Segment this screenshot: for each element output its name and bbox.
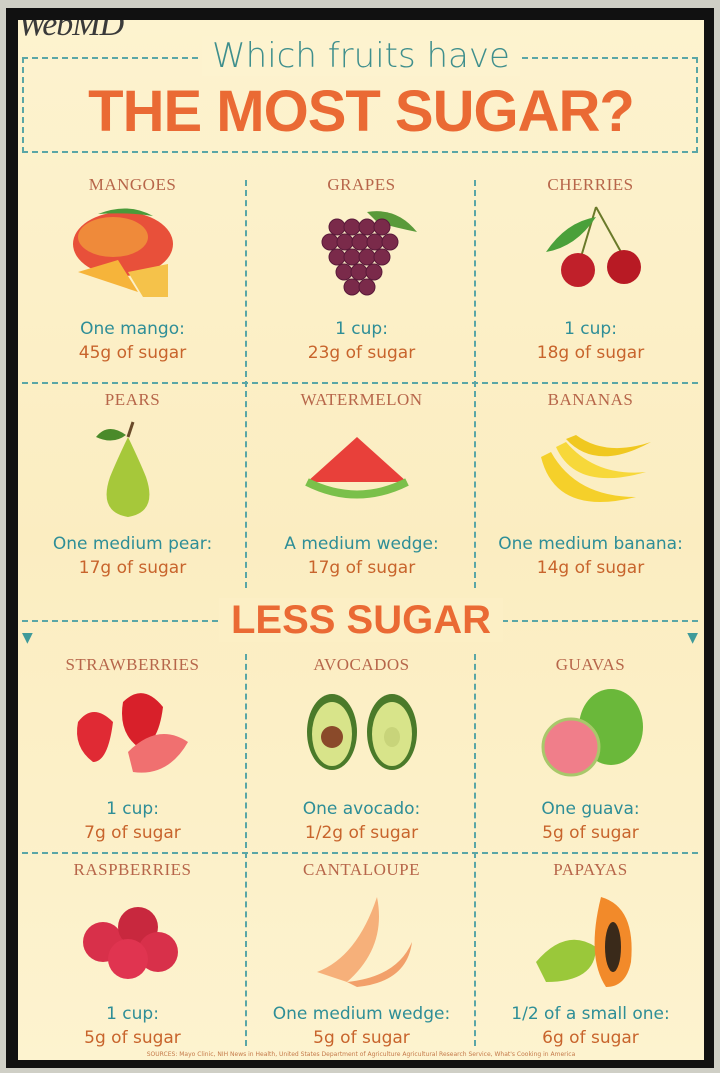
- grapes-icon: [247, 199, 476, 309]
- sugar-amount: 1/2g of sugar: [304, 823, 419, 843]
- column-divider: [245, 654, 247, 1046]
- sugar-amount: 45g of sugar: [78, 343, 187, 363]
- fruit-card-cantaloupe: CANTALOUPE One medium wedge: 5g of sugar: [247, 860, 476, 1048]
- fruit-name: GRAPES: [327, 175, 396, 194]
- fruit-card-raspberries: RASPBERRIES 1 cup: 5g of sugar: [18, 860, 247, 1048]
- fruit-name: GUAVAS: [555, 655, 626, 674]
- serving-size: 1 cup:: [106, 1004, 159, 1024]
- webmd-logo: WebMD: [18, 20, 124, 43]
- fruit-name: STRAWBERRIES: [65, 655, 200, 674]
- page-title: THE MOST SUGAR?: [88, 79, 635, 144]
- raspberries-icon: [18, 884, 247, 994]
- fruit-name: CHERRIES: [547, 175, 634, 194]
- fruit-card-strawberries: STRAWBERRIES 1 cup: 7g of sugar: [18, 655, 247, 843]
- column-divider: [474, 654, 476, 1046]
- column-divider: [245, 180, 247, 588]
- sugar-amount: 7g of sugar: [84, 823, 181, 843]
- cantaloupe-icon: [247, 884, 476, 994]
- mango-icon: [18, 199, 247, 309]
- sugar-amount: 18g of sugar: [536, 343, 645, 363]
- sugar-amount: 5g of sugar: [313, 1028, 410, 1048]
- fruit-name: PAPAYAS: [553, 860, 628, 879]
- row-divider: [22, 852, 698, 854]
- sources: SOURCES: Mayo Clinic, NIH News in Health…: [146, 1051, 576, 1058]
- fruit-name: BANANAS: [547, 390, 634, 409]
- sugar-amount: 17g of sugar: [307, 558, 416, 578]
- serving-size: 1 cup:: [564, 319, 617, 339]
- sugar-amount: 23g of sugar: [307, 343, 416, 363]
- papaya-icon: [476, 884, 704, 994]
- fruit-name: MANGOES: [88, 175, 177, 194]
- serving-size: One medium wedge:: [272, 1004, 451, 1024]
- column-divider: [474, 180, 476, 588]
- pear-icon: [18, 414, 247, 524]
- fruit-card-cherries: CHERRIES 1 cup: 18g of sugar: [476, 175, 704, 363]
- serving-size: 1 cup:: [335, 319, 388, 339]
- fruit-name: CANTALOUPE: [303, 860, 420, 879]
- fruit-card-pears: PEARS One medium pear: 17g of sugar: [18, 390, 247, 578]
- infographic: WebMD Which fruits have THE MOST SUGAR? …: [18, 20, 704, 1060]
- fruit-name: PEARS: [104, 390, 161, 409]
- serving-size: One medium banana:: [498, 534, 683, 554]
- subtitle: Which fruits have: [202, 36, 520, 76]
- sugar-amount: 17g of sugar: [78, 558, 187, 578]
- serving-size: 1/2 of a small one:: [511, 1004, 670, 1024]
- fruit-name: RASPBERRIES: [73, 860, 192, 879]
- row-divider: [22, 382, 698, 384]
- serving-size: One guava:: [541, 799, 640, 819]
- avocado-icon: [247, 679, 476, 789]
- serving-size: One avocado:: [302, 799, 421, 819]
- sugar-amount: 5g of sugar: [542, 823, 639, 843]
- header-border: [22, 57, 698, 153]
- strawberries-icon: [18, 679, 247, 789]
- less-sugar-heading: LESS SUGAR: [218, 598, 504, 642]
- fruit-card-avocados: AVOCADOS One avocado: 1/2g of sugar: [247, 655, 476, 843]
- watermelon-icon: [247, 414, 476, 524]
- fruit-card-guavas: GUAVAS One guava: 5g of sugar: [476, 655, 704, 843]
- serving-size: A medium wedge:: [284, 534, 439, 554]
- guava-icon: [476, 679, 704, 789]
- serving-size: One medium pear:: [52, 534, 213, 554]
- serving-size: 1 cup:: [106, 799, 159, 819]
- serving-size: One mango:: [80, 319, 185, 339]
- bananas-icon: [476, 414, 704, 524]
- fruit-card-watermelon: WATERMELON A medium wedge: 17g of sugar: [247, 390, 476, 578]
- sugar-amount: 6g of sugar: [542, 1028, 639, 1048]
- sugar-amount: 14g of sugar: [536, 558, 645, 578]
- cherries-icon: [476, 199, 704, 309]
- fruit-name: AVOCADOS: [313, 655, 410, 674]
- fruit-card-bananas: BANANAS One medium banana: 14g of sugar: [476, 390, 704, 578]
- fruit-card-grapes: GRAPES 1 cup: 23g of sugar: [247, 175, 476, 363]
- fruit-card-mangoes: MANGOES One mango: 45g of sugar: [18, 175, 247, 363]
- fruit-card-papayas: PAPAYAS 1/2 of a small one: 6g of sugar: [476, 860, 704, 1048]
- arrow-down-icon: ▼: [22, 630, 33, 646]
- fruit-name: WATERMELON: [300, 390, 423, 409]
- arrow-down-icon: ▼: [687, 630, 698, 646]
- sugar-amount: 5g of sugar: [84, 1028, 181, 1048]
